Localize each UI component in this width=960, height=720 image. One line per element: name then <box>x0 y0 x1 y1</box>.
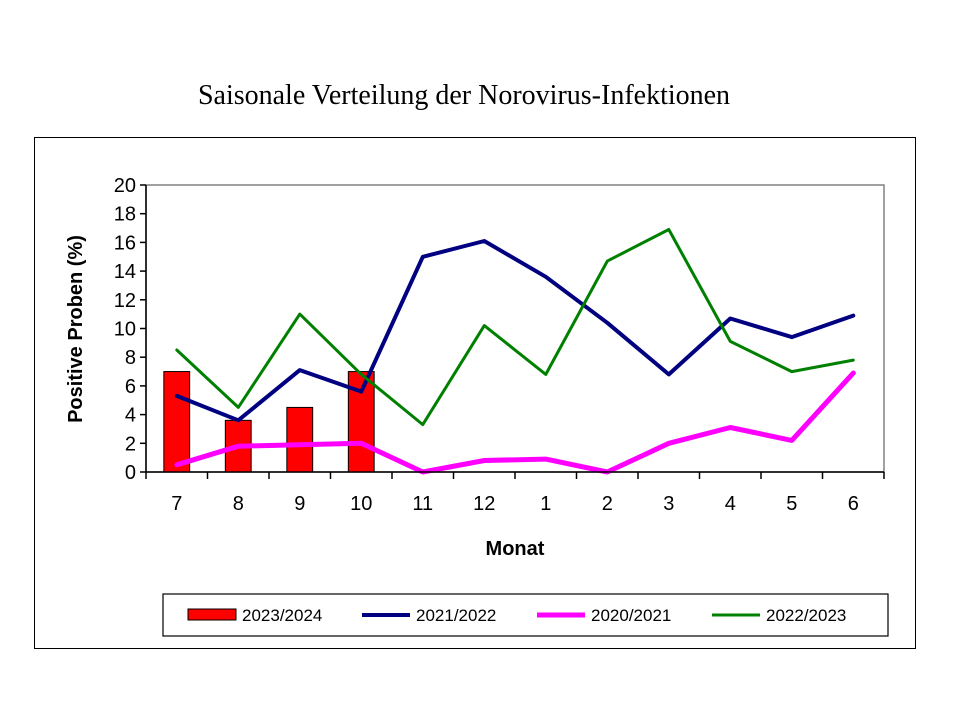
y-tick-label: 2 <box>125 433 136 455</box>
plot-area <box>145 184 885 473</box>
x-axis-title: Monat <box>486 538 545 560</box>
bar-series-layer <box>163 371 375 473</box>
y-tick-label: 14 <box>114 261 136 283</box>
line-series-2022/2023 <box>175 228 855 427</box>
x-tick-label: 5 <box>786 493 797 515</box>
y-tick-label: 18 <box>114 204 136 226</box>
x-tick-label: 11 <box>412 493 433 515</box>
x-tick-label: 1 <box>540 493 551 515</box>
x-tick-label: 8 <box>233 493 244 515</box>
plot-border <box>145 184 885 473</box>
legend: 2023/2024 2021/2022 2020/2021 2022/2023 <box>162 593 889 637</box>
y-tick-label: 16 <box>114 232 136 254</box>
x-tick-label: 3 <box>663 493 674 515</box>
y-tick-label: 0 <box>125 462 136 484</box>
y-tick-label: 12 <box>114 290 136 312</box>
slide-title: Saisonale Verteilung der Norovirus-Infek… <box>197 80 731 111</box>
y-tick-label: 20 <box>114 175 136 197</box>
y-tick-label: 4 <box>125 405 136 427</box>
x-tick-label: 2 <box>602 493 613 515</box>
x-tick-label: 6 <box>848 493 859 515</box>
legend-label-2023/2024: 2023/2024 <box>242 606 322 625</box>
x-tick-label: 9 <box>294 493 305 515</box>
legend-label-2020/2021: 2020/2021 <box>591 606 671 625</box>
x-tick-label: 10 <box>350 493 372 515</box>
bar-2023/2024-9 <box>286 406 314 473</box>
y-axis-title: Positive Proben (%) <box>65 235 87 423</box>
x-tick-label: 4 <box>725 493 736 515</box>
legend-label-2022/2023: 2022/2023 <box>766 606 846 625</box>
line-series-2020/2021 <box>174 370 856 475</box>
line-series-layer <box>174 228 856 475</box>
x-tick-label: 12 <box>473 493 495 515</box>
legend-label-2021/2022: 2021/2022 <box>416 606 496 625</box>
x-tick-label: 7 <box>171 493 182 515</box>
y-tick-label: 6 <box>125 376 136 398</box>
legend-swatch-2023/2024 <box>187 608 237 621</box>
legend-box <box>162 593 889 637</box>
line-series-2021/2022 <box>174 239 856 423</box>
bar-2023/2024-7 <box>163 371 191 473</box>
y-tick-label: 10 <box>114 319 136 341</box>
y-tick-label: 8 <box>125 347 136 369</box>
